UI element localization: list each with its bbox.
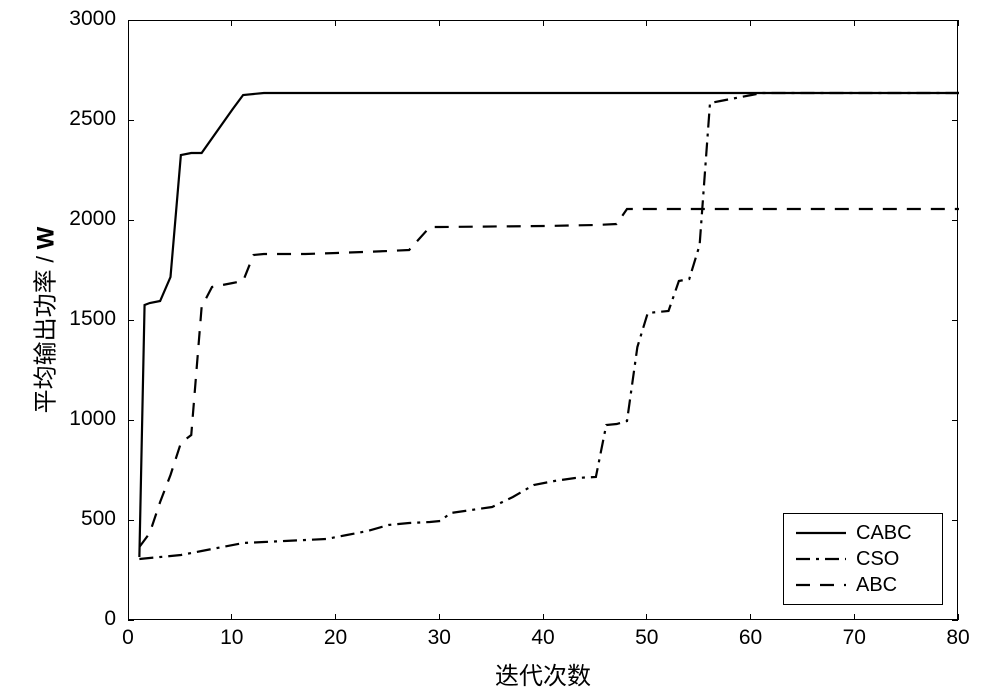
y-tick	[128, 320, 134, 321]
y-tick	[128, 120, 134, 121]
x-tick	[646, 614, 647, 620]
legend-label: CABC	[856, 522, 912, 545]
y-tick	[952, 620, 958, 621]
y-tick	[952, 520, 958, 521]
x-tick	[231, 20, 232, 26]
legend-item-cabc: CABC	[794, 520, 932, 546]
legend-swatch-icon	[794, 576, 848, 594]
y-tick	[952, 20, 958, 21]
x-tick-label: 30	[428, 626, 451, 650]
y-tick	[128, 220, 134, 221]
x-tick-label: 70	[843, 626, 866, 650]
plot-area: CABC CSO ABC	[128, 20, 958, 620]
legend-item-cso: CSO	[794, 546, 932, 572]
x-tick-label: 20	[324, 626, 347, 650]
x-tick	[854, 20, 855, 26]
x-tick	[128, 20, 129, 26]
x-axis-label: 迭代次数	[495, 656, 591, 691]
legend-swatch-icon	[794, 550, 848, 568]
x-tick-label: 80	[946, 626, 969, 650]
y-tick	[128, 20, 134, 21]
x-tick	[543, 20, 544, 26]
y-tick	[952, 320, 958, 321]
x-tick	[439, 614, 440, 620]
x-tick	[958, 20, 959, 26]
legend: CABC CSO ABC	[783, 513, 943, 605]
y-tick	[128, 420, 134, 421]
x-tick	[646, 20, 647, 26]
legend-label: ABC	[856, 574, 897, 597]
y-tick	[128, 620, 134, 621]
series-cabc	[139, 93, 959, 557]
legend-label: CSO	[856, 548, 899, 571]
legend-swatch-icon	[794, 524, 848, 542]
x-tick	[854, 614, 855, 620]
x-tick	[543, 614, 544, 620]
y-tick	[952, 420, 958, 421]
x-tick	[750, 614, 751, 620]
chart-container: CABCCSOABC 01020304050607080 05001000150…	[0, 0, 1000, 699]
x-tick	[231, 614, 232, 620]
x-tick-label: 50	[635, 626, 658, 650]
x-tick	[439, 20, 440, 26]
series-cso	[139, 93, 959, 559]
x-tick	[335, 20, 336, 26]
y-tick	[952, 120, 958, 121]
series-abc	[139, 209, 959, 547]
y-axis-label: 平均输出功率 / W	[26, 227, 61, 414]
x-tick-label: 0	[122, 626, 134, 650]
x-tick-label: 40	[531, 626, 554, 650]
x-tick	[750, 20, 751, 26]
x-tick-label: 10	[220, 626, 243, 650]
x-tick-label: 60	[739, 626, 762, 650]
x-tick	[335, 614, 336, 620]
y-tick	[952, 220, 958, 221]
legend-item-abc: ABC	[794, 572, 932, 598]
y-tick	[128, 520, 134, 521]
